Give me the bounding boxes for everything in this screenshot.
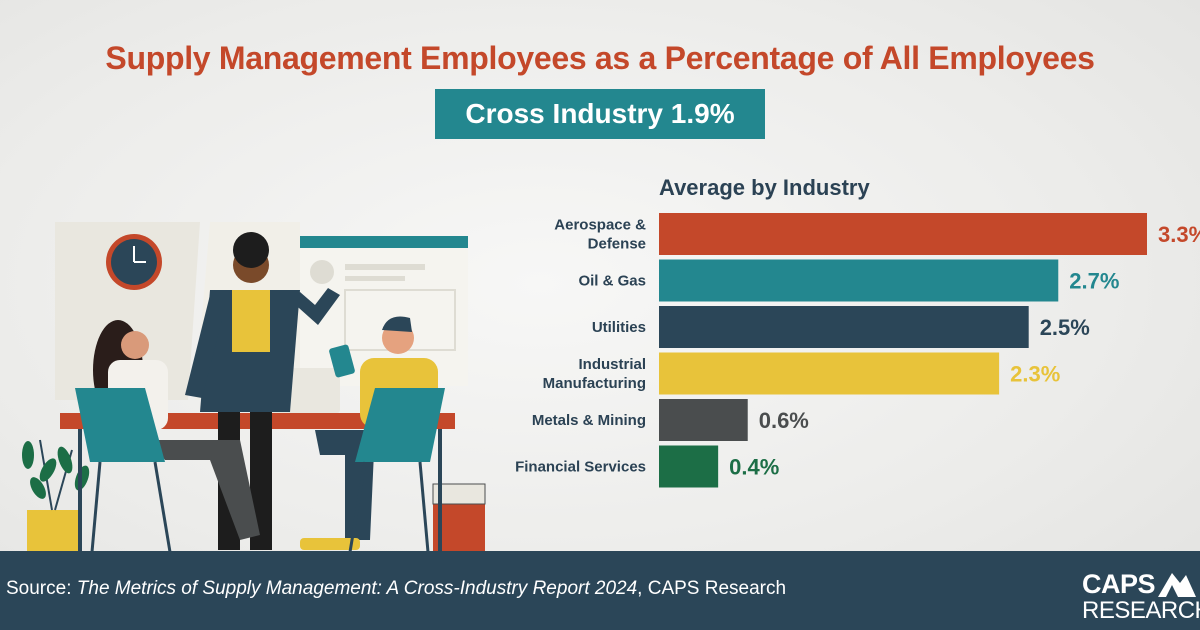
logo-research-text: RESEARCH [1082, 597, 1200, 624]
office-meeting-illustration [22, 222, 486, 553]
source-report-title: The Metrics of Supply Management: A Cros… [76, 578, 638, 599]
category-label-oil-and-gas: Oil & Gas [578, 273, 646, 290]
source-organization: , CAPS Research [637, 578, 787, 599]
cross-industry-badge: Cross Industry 1.9% [435, 89, 765, 139]
data-label-oil-and-gas: 2.7% [1069, 269, 1119, 294]
source-citation: Source: The Metrics of Supply Management… [6, 578, 786, 600]
category-label-utilities: Utilities [592, 319, 646, 336]
category-label-financial-services: Financial Services [515, 459, 646, 476]
bar-financial-services [659, 445, 719, 488]
mountain-icon [1158, 573, 1196, 597]
data-label-financial-services: 0.4% [729, 455, 779, 480]
source-label: Source: [6, 578, 77, 599]
bar-utilities [659, 306, 1029, 348]
bar-oil-and-gas [659, 259, 1059, 302]
logo-caps-text: CAPS [1082, 569, 1156, 599]
data-label-aerospace-and-defense: 3.3% [1158, 222, 1200, 247]
page-title: Supply Management Employees as a Percent… [105, 40, 1095, 76]
chair-left [75, 388, 172, 553]
industry-bar-chart: Aerospace &Defense 3.3% Oil & Gas 2.7% Utili… [515, 213, 1200, 488]
bar-aerospace-and-defense [659, 213, 1147, 255]
bar-industrial-manufacturing [659, 352, 1000, 395]
category-label-industrial-manufacturing: Industrial Manufacturing [543, 356, 646, 392]
category-label-aerospace-and-defense: Aerospace & Defense [554, 217, 646, 253]
bar-metals-and-mining [659, 399, 748, 441]
wall-panel [55, 222, 200, 400]
footer: Source: The Metrics of Supply Management… [0, 551, 1200, 630]
data-label-industrial-manufacturing: 2.3% [1010, 362, 1060, 387]
caps-research-logo: CAPS RESEARCH [1082, 565, 1200, 625]
data-label-metals-and-mining: 0.6% [759, 408, 809, 433]
chart-title: Average by Industry [659, 175, 870, 200]
data-label-utilities: 2.5% [1040, 315, 1090, 340]
chair-right [348, 388, 445, 553]
clock-icon [106, 234, 162, 290]
category-label-metals-and-mining: Metals & Mining [532, 412, 646, 429]
